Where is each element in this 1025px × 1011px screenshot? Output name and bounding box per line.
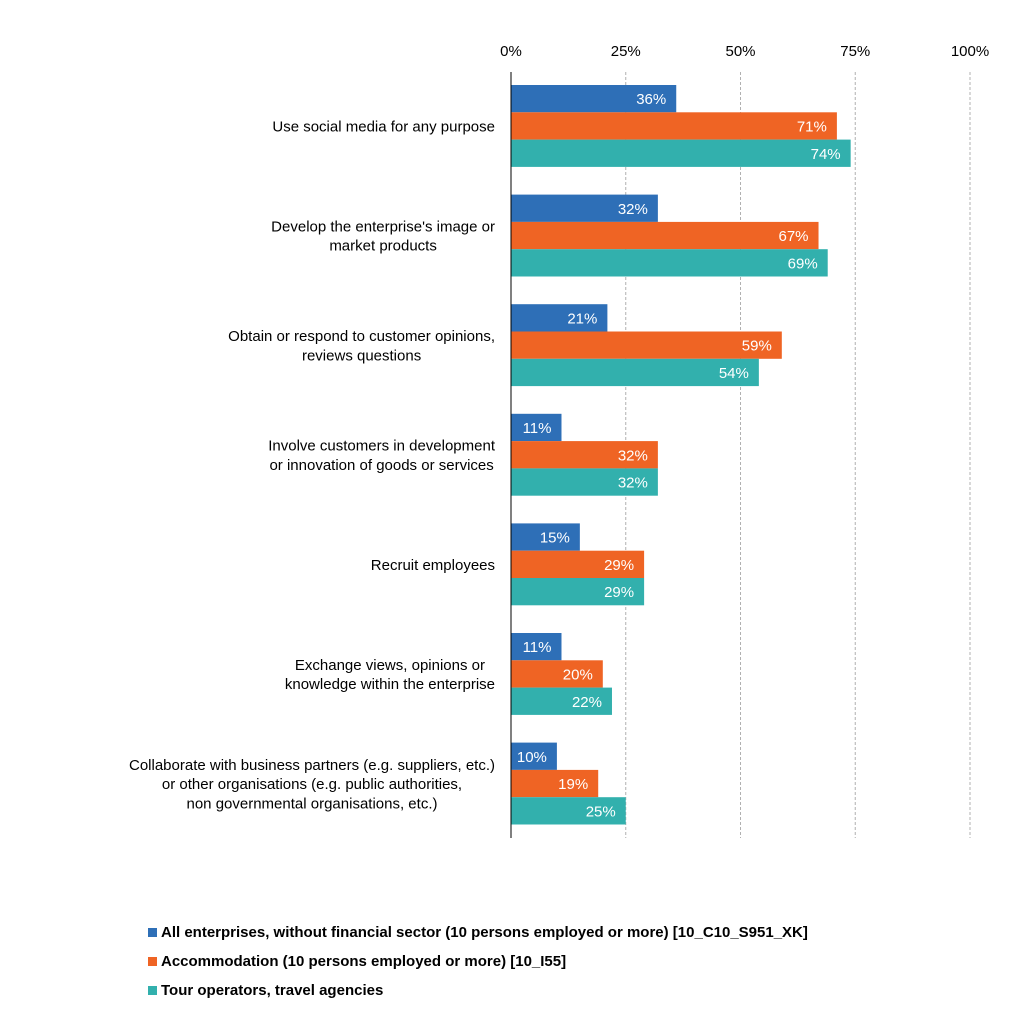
data-label: 71% <box>797 118 827 135</box>
data-label: 74% <box>811 146 841 163</box>
data-label: 32% <box>618 475 648 492</box>
data-label: 15% <box>540 530 570 547</box>
category-label-line: Collaborate with business partners (e.g.… <box>129 757 495 774</box>
data-label: 20% <box>563 666 593 683</box>
legend: All enterprises, without financial secto… <box>148 918 808 1005</box>
data-label: 11% <box>523 420 552 437</box>
bar <box>511 468 658 496</box>
legend-item: Accommodation (10 persons employed or mo… <box>148 947 808 976</box>
data-label: 22% <box>572 694 602 711</box>
bar <box>511 194 658 222</box>
bar <box>511 139 851 167</box>
category-label-line: Recruit employees <box>371 557 495 574</box>
bar <box>511 687 612 715</box>
x-tick-label: 0% <box>500 43 522 60</box>
category-label-line: or innovation of goods or services <box>269 457 493 474</box>
legend-label: All enterprises, without financial secto… <box>161 924 808 941</box>
legend-swatch <box>148 928 157 937</box>
bar <box>511 413 562 442</box>
bar <box>511 550 645 578</box>
legend-swatch <box>148 957 157 966</box>
data-label: 21% <box>567 310 597 327</box>
x-tick-label: 25% <box>611 43 641 60</box>
x-tick-label: 50% <box>725 43 755 60</box>
category-label-line: knowledge within the enterprise <box>285 676 495 693</box>
data-label: 11% <box>523 639 552 656</box>
category-label-line: market products <box>329 238 437 255</box>
category-label: Obtain or respond to customer opinions, r… <box>228 328 495 364</box>
bar <box>511 578 645 606</box>
category-label-line: non governmental organisations, etc.) <box>187 795 438 812</box>
legend-item: Tour operators, travel agencies <box>148 976 808 1005</box>
category-label-line: Use social media for any purpose <box>272 118 495 135</box>
category-label: Collaborate with business partners (e.g.… <box>129 757 495 812</box>
bar <box>511 769 599 798</box>
category-label: Involve customers in development or innov… <box>268 438 496 474</box>
bar <box>511 331 782 359</box>
category-label: Exchange views, opinions or knowledge wit… <box>285 657 495 693</box>
bar <box>511 358 759 387</box>
data-label: 10% <box>517 749 547 766</box>
data-label: 32% <box>618 447 648 464</box>
bar <box>511 249 828 277</box>
legend-item: All enterprises, without financial secto… <box>148 918 808 947</box>
category-label-line: Obtain or respond to customer opinions, <box>228 328 495 345</box>
bar <box>511 85 677 113</box>
bar <box>511 304 608 332</box>
legend-swatch <box>148 986 157 995</box>
bar <box>511 441 658 469</box>
bar-chart: 0% 25% 50% 75% 100% 36% 71% 74% Use social media… <box>129 43 989 838</box>
data-label: 69% <box>788 255 818 272</box>
x-tick-label: 100% <box>951 43 989 60</box>
category-label: Use social media for any purpose <box>272 118 495 135</box>
bar <box>511 221 819 250</box>
bar <box>511 112 837 140</box>
data-label: 29% <box>604 557 634 574</box>
data-label: 67% <box>778 228 808 245</box>
category-label-line: reviews questions <box>302 347 421 364</box>
category-label: Recruit employees <box>371 557 495 574</box>
bar <box>511 797 626 825</box>
legend-label: Accommodation (10 persons employed or mo… <box>161 953 567 970</box>
category-label-line: Develop the enterprise's image or <box>271 218 495 235</box>
data-label: 32% <box>618 201 648 218</box>
category-label-line: or other organisations (e.g. public auth… <box>162 776 462 793</box>
data-label: 29% <box>604 584 634 601</box>
bar <box>511 660 603 688</box>
bar <box>511 742 557 770</box>
data-label: 25% <box>586 803 616 820</box>
bar <box>511 633 562 661</box>
category-label-line: Involve customers in development <box>268 438 496 455</box>
x-tick-label: 75% <box>840 43 870 60</box>
data-label: 54% <box>719 365 749 382</box>
bar <box>511 523 580 551</box>
data-label: 36% <box>636 91 666 108</box>
category-label: Develop the enterprise's image or market … <box>271 218 495 254</box>
data-label: 19% <box>558 776 588 793</box>
data-label: 59% <box>742 338 772 355</box>
category-label-line: Exchange views, opinions or <box>295 657 485 674</box>
legend-label: Tour operators, travel agencies <box>161 982 384 999</box>
